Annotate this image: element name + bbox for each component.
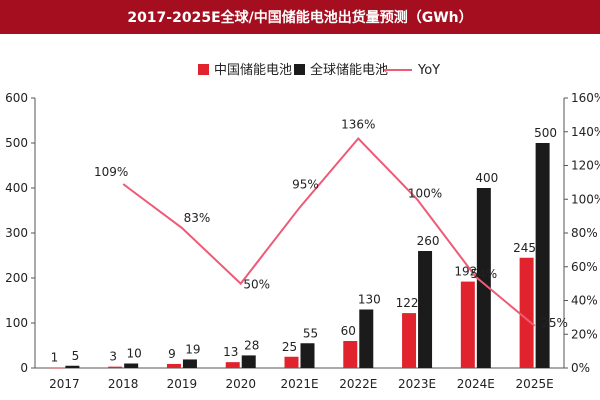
yoy-label: 25%	[541, 316, 568, 330]
bar-china-label: 1	[51, 351, 59, 365]
yoy-label: 109%	[94, 165, 128, 179]
bar-global	[300, 343, 315, 368]
legend-swatch-china	[198, 64, 209, 75]
y-right-tick-label: 40%	[571, 294, 598, 308]
y-left-tick-label: 100	[5, 316, 28, 330]
bar-china	[166, 363, 181, 368]
bar-global	[182, 359, 197, 368]
x-tick-label: 2017	[49, 377, 80, 391]
y-left-tick-label: 600	[5, 91, 28, 105]
bar-global-label: 260	[417, 234, 440, 248]
y-left-tick-label: 300	[5, 226, 28, 240]
bar-china-label: 9	[168, 347, 176, 361]
x-tick-label: 2021E	[280, 377, 318, 391]
y-right-tick-label: 0%	[571, 361, 590, 375]
bar-global	[359, 309, 374, 368]
y-left-tick-label: 500	[5, 136, 28, 150]
bar-china-label: 122	[396, 296, 419, 310]
y-right-tick-label: 120%	[571, 159, 600, 173]
chart-title: 2017-2025E全球/中国储能电池出货量预测（GWh）	[0, 0, 600, 34]
y-left-tick-label: 200	[5, 271, 28, 285]
bar-global	[535, 143, 550, 368]
x-tick-label: 2019	[167, 377, 198, 391]
bar-global-label: 130	[358, 293, 381, 307]
bar-china-label: 192	[454, 265, 477, 279]
bar-global-label: 19	[185, 342, 200, 356]
x-tick-label: 2024E	[457, 377, 495, 391]
yoy-label: 100%	[408, 186, 442, 200]
y-left-tick-label: 0	[20, 361, 28, 375]
y-right-tick-label: 80%	[571, 226, 598, 240]
bar-china	[225, 362, 240, 368]
legend-label-yoy: YoY	[417, 63, 440, 78]
x-tick-label: 2022E	[339, 377, 377, 391]
yoy-line	[122, 137, 536, 327]
legend-swatch-global	[294, 64, 305, 75]
y-left-tick-label: 400	[5, 181, 28, 195]
bar-china-label: 13	[223, 345, 238, 359]
bar-china	[343, 341, 358, 368]
bar-china-label: 3	[109, 350, 117, 364]
yoy-label: 50%	[243, 278, 270, 292]
bar-china	[460, 281, 475, 368]
bar-china	[108, 366, 123, 368]
bar-global-label: 28	[244, 338, 259, 352]
yoy-label: 95%	[292, 178, 319, 192]
y-right-tick-label: 140%	[571, 125, 600, 139]
bar-global-label: 400	[475, 171, 498, 185]
x-tick-label: 2018	[108, 377, 139, 391]
bar-global	[241, 355, 256, 368]
bar-global	[124, 363, 139, 368]
y-right-tick-label: 20%	[571, 327, 598, 341]
bar-global	[418, 251, 433, 368]
bar-global	[476, 188, 491, 368]
y-right-tick-label: 60%	[571, 260, 598, 274]
bar-china	[402, 313, 417, 368]
y-right-tick-label: 100%	[571, 192, 600, 206]
bar-global-label: 55	[303, 326, 318, 340]
x-tick-label: 2020	[225, 377, 256, 391]
bar-global-label: 500	[534, 126, 557, 140]
bar-china-label: 60	[341, 324, 356, 338]
bar-global-label: 5	[72, 349, 80, 363]
legend-label-china: 中国储能电池	[214, 63, 292, 78]
yoy-label: 136%	[341, 118, 375, 132]
bar-china	[519, 257, 534, 368]
bar-global-label: 10	[127, 347, 142, 361]
y-right-tick-label: 160%	[571, 91, 600, 105]
legend: 中国储能电池 全球储能电池 YoY	[198, 62, 440, 78]
yoy-label: 54%	[470, 267, 497, 281]
bar-china	[284, 356, 299, 368]
x-tick-label: 2023E	[398, 377, 436, 391]
bar-global	[65, 365, 80, 368]
legend-label-global: 全球储能电池	[310, 62, 388, 78]
plot-area: 01002003004005006000%20%40%60%80%100%120…	[5, 91, 600, 391]
x-tick-label: 2025E	[516, 377, 554, 391]
bar-china-label: 25	[282, 340, 297, 354]
yoy-label: 83%	[184, 211, 211, 225]
bar-china	[49, 367, 64, 369]
bar-china-label: 245	[513, 241, 536, 255]
